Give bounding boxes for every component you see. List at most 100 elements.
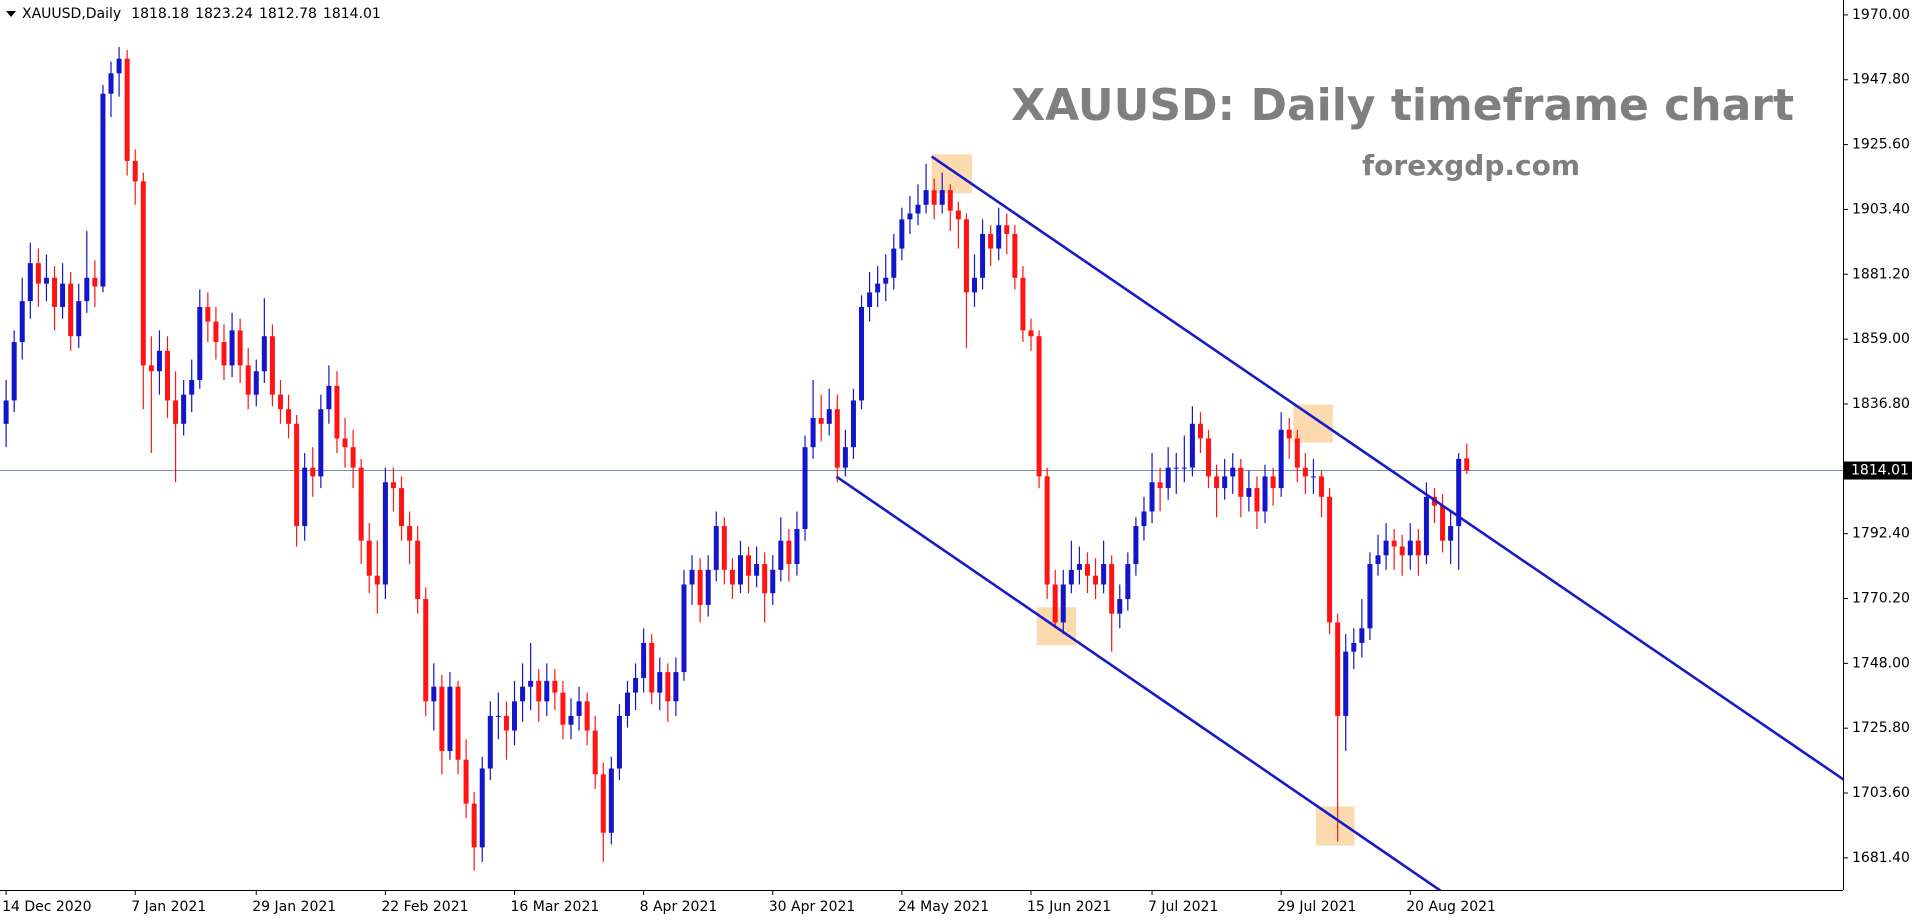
candle-body [1084,564,1090,576]
candle-body [1294,438,1300,468]
candle-body [665,672,671,702]
candle-body [729,569,735,585]
y-tick-label: 1792.40 [1852,526,1910,542]
candle-body [1327,496,1333,623]
candle-body [84,277,90,302]
candle-body [770,569,776,594]
candle-body [689,569,695,585]
candle-body [253,371,259,395]
candle-body [673,672,679,702]
y-tick-label: 1925.60 [1852,137,1910,153]
candle-body [237,330,243,366]
candle-body [286,409,292,424]
candle-body [713,526,719,570]
highlight-zone [1315,806,1355,846]
candle-body [794,528,800,565]
candle-body [1004,225,1010,234]
candle-body [608,768,614,833]
candle-body [705,569,711,605]
x-tick-label: 8 Apr 2021 [640,899,718,915]
candle-body [552,680,558,693]
candle-body [947,190,953,211]
candle-body [1335,622,1341,716]
candle-body [560,692,566,725]
x-tick-label: 7 Jan 2021 [131,899,206,915]
x-tick-label: 30 Apr 2021 [769,899,856,915]
price-label: 1814.01 [1851,463,1909,479]
x-tick-label: 20 Aug 2021 [1406,899,1496,915]
candle-body [1448,526,1454,541]
candle-body [495,715,501,717]
menu-arrow[interactable] [6,11,16,17]
candle-body [600,774,606,833]
candle-body [92,277,98,287]
candle-body [1423,496,1429,556]
candle-body [1222,476,1228,489]
candle-body [447,686,453,751]
y-tick-label: 1859.00 [1852,331,1910,347]
candle-body [616,715,622,769]
candle-body [326,385,332,410]
x-tick-label: 24 May 2021 [898,899,989,915]
candle-body [1076,564,1082,570]
candle-body [302,467,308,527]
candle-body [1181,467,1187,469]
candle-body [1197,423,1203,439]
candle-body [963,219,969,293]
candle-body [520,686,526,702]
low-value: 1812.78 [259,6,317,22]
candle-body [165,350,170,401]
candle-body [657,672,663,693]
x-tick-label: 7 Jul 2021 [1148,899,1218,915]
candle-body [108,73,114,94]
y-tick-label: 1725.80 [1852,720,1910,736]
candle-body [1052,584,1058,623]
candle-body [842,447,848,468]
candle-body [1020,277,1026,331]
candle-body [786,540,792,565]
y-tick-label: 1681.40 [1852,850,1910,866]
candle-body [1036,336,1042,477]
candle-body [431,686,437,702]
candle-body [140,181,146,366]
candle-body [479,768,485,848]
candle-body [43,277,49,284]
candle-body [116,58,122,74]
candle-body [334,385,340,439]
candle-body [754,564,760,576]
candle-body [1286,429,1292,439]
candle-body [931,190,937,205]
candle-body [3,400,9,424]
candle-body [907,213,913,220]
candle-body [1456,458,1462,527]
candle-body [132,160,138,182]
candle-body [1359,628,1365,643]
y-tick-label: 1903.40 [1852,201,1910,217]
candle-body [1044,476,1050,585]
candle-body [124,58,130,161]
candle-body [76,301,82,337]
candle-body [883,277,889,284]
candle-body [1125,564,1131,600]
candle-body [544,680,550,702]
candle-body [1270,476,1276,489]
candle-body [1101,564,1107,585]
x-tick-label: 15 Jun 2021 [1027,899,1111,915]
candle-body [35,263,41,284]
candle-body [584,701,590,731]
candle-body [1141,511,1147,527]
candle-body [310,467,316,477]
candle-body [229,330,235,366]
candle-body [826,409,832,424]
candle-body [1254,488,1260,512]
candle-body [996,225,1002,249]
candle-body [592,730,598,775]
candle-body [173,400,179,424]
candle-body [568,715,574,725]
x-tick-label: 16 Mar 2021 [511,899,600,915]
trendline [930,155,1843,781]
candle-body [277,394,283,410]
candle-body [1206,438,1212,477]
y-tick-label: 1970.00 [1852,7,1910,23]
candle-body [1068,569,1074,585]
